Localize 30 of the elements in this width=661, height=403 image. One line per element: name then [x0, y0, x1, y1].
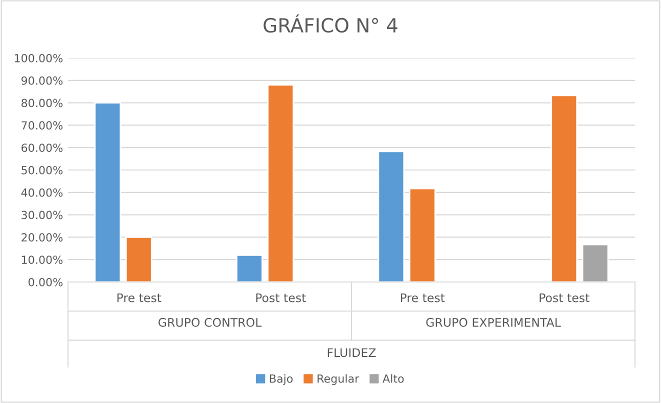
- text: GRUPO CONTROL: [158, 318, 262, 327]
- y-tick-label: 10.00%: [22, 256, 63, 264]
- legend-label: Regular: [318, 374, 360, 385]
- x-tick-label: Pre test: [400, 293, 445, 302]
- y-tick-label: 90.00%: [21, 76, 63, 85]
- bar: [550, 94, 578, 282]
- chart-title: GRÁFICO N° 4: [264, 14, 398, 33]
- x-tick-label: Post test: [540, 293, 590, 302]
- y-tick-label: 40.00%: [21, 188, 63, 197]
- text: GRUPO EXPERIMENTAL: [426, 318, 561, 327]
- legend-label: Bajo: [270, 374, 293, 385]
- bar: [125, 236, 152, 282]
- bar: [94, 102, 122, 282]
- y-tick-label: 80.00%: [22, 98, 63, 108]
- y-tick-label: 20.00%: [22, 233, 63, 242]
- y-tick-label: 30.00%: [22, 210, 63, 220]
- bar: [582, 244, 609, 282]
- y-tick-label: 50.00%: [22, 166, 63, 174]
- x-tick-label: Post test: [256, 293, 306, 302]
- y-tick-label: 0.00%: [28, 278, 63, 286]
- x-tick-label: Pre test: [117, 293, 162, 302]
- bar: [267, 84, 294, 282]
- x-axis-title: FLUIDEZ: [328, 348, 376, 358]
- bar: [408, 188, 436, 282]
- y-tick-label: 60.00%: [22, 144, 63, 152]
- legend-label: Alto: [382, 374, 404, 383]
- y-tick-label: 70.00%: [22, 121, 63, 130]
- bar: [236, 254, 263, 282]
- y-tick-label: 100.00%: [14, 54, 63, 62]
- bar: [378, 150, 405, 282]
